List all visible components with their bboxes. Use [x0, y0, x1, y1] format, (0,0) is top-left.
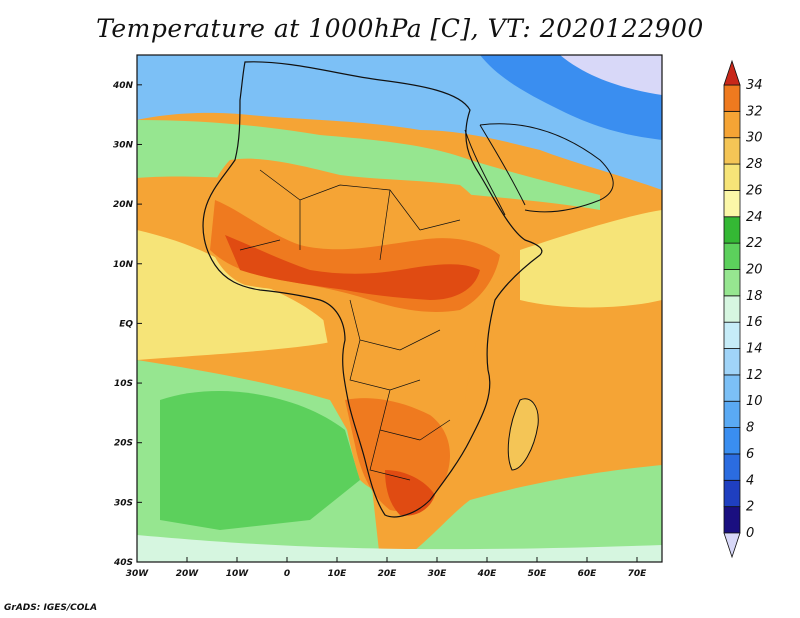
- south-atlantic-green: [160, 391, 360, 530]
- map-title: Temperature at 1000hPa [C], VT: 20201229…: [96, 14, 704, 43]
- colorbar-segment: [723, 348, 741, 376]
- mountain-cold-patch: [560, 55, 662, 95]
- colorbar-segment: [723, 321, 741, 349]
- colorbar-above-triangle: [723, 59, 741, 86]
- colorbar-label: 4: [746, 473, 754, 488]
- indian-ocean-yellow: [520, 210, 662, 308]
- arabia-outline: [479, 123, 614, 213]
- colorbar-segment: [723, 163, 741, 191]
- colorbar-label: 12: [746, 368, 763, 383]
- lat-tick-label: 10S: [114, 379, 133, 389]
- red-sea-outline: [464, 124, 526, 216]
- colorbar-segment: [723, 374, 741, 402]
- lon-tick-label: 10W: [226, 569, 250, 579]
- africa-coastline: [202, 61, 543, 518]
- lon-tick-label: 20W: [176, 569, 200, 579]
- colorbar-segment: [723, 190, 741, 218]
- colorbar-segment: [723, 453, 741, 481]
- colorbar-segment: [723, 400, 741, 428]
- colorbar-segment: [723, 242, 741, 270]
- lon-tick-label: 30W: [126, 569, 150, 579]
- sahara-green-band: [137, 120, 600, 210]
- colorbar-label: 16: [746, 315, 763, 330]
- central-africa-hottest: [225, 235, 480, 300]
- lon-tick-label: 30E: [428, 569, 448, 579]
- colorbar-label: 30: [746, 131, 763, 146]
- colorbar-label: 20: [746, 262, 763, 277]
- colorbar-label: 0: [746, 526, 754, 541]
- lat-tick-label: 20S: [114, 439, 133, 449]
- lat-tick-label: 10N: [113, 260, 134, 270]
- lon-tick-label: 20E: [378, 569, 398, 579]
- colorbar-label: 10: [746, 394, 763, 409]
- lat-tick-label: EQ: [119, 319, 133, 329]
- colorbar-segment: [723, 506, 741, 534]
- southern-indian-green: [400, 465, 662, 562]
- colorbar-label: 32: [746, 104, 763, 119]
- colorbar-segment: [723, 295, 741, 323]
- lon-tick-label: 40E: [477, 569, 498, 579]
- colorbar-label: 2: [746, 500, 754, 515]
- colorbar-label: 6: [746, 447, 754, 462]
- colorbar-segment: [723, 84, 741, 112]
- colorbar-segment: [723, 479, 741, 508]
- madagascar-outline: [507, 398, 539, 471]
- colorbar-label: 34: [746, 78, 763, 93]
- lat-tick-label: 30S: [114, 498, 133, 508]
- lon-tick-label: 0: [284, 569, 290, 579]
- colorbar-segment: [723, 137, 741, 165]
- colorbar-label: 28: [746, 157, 763, 172]
- colorbar-segment: [723, 427, 741, 455]
- lat-tick-label: 30N: [113, 140, 134, 150]
- country-borders: [239, 169, 461, 481]
- lon-tick-label: 60E: [578, 569, 598, 579]
- madagascar-island: [508, 398, 539, 470]
- colorbar-label: 18: [746, 289, 763, 304]
- tropical-atlantic-yellow: [137, 230, 340, 360]
- lon-tick-label: 70E: [628, 569, 648, 579]
- lon-tick-label: 50E: [528, 569, 548, 579]
- lat-tick-label: 40N: [112, 81, 134, 91]
- colorbar-label: 26: [746, 183, 763, 198]
- colorbar-segment: [723, 216, 741, 244]
- colorbar-label: 14: [746, 342, 763, 357]
- kalahari-hottest: [385, 470, 435, 516]
- map-frame: [136, 54, 663, 563]
- map-plot-area: [137, 55, 662, 562]
- lat-tick-label: 20N: [113, 200, 134, 210]
- map-axis-ticks: 30W 20W 10W 0 10E 20E 30E 40E 50E 60E 70E 40N 30N 20N…: [112, 81, 647, 579]
- colorbar-segment: [723, 269, 741, 297]
- colorbar-label: 22: [746, 236, 763, 251]
- lat-tick-label: 40S: [113, 558, 133, 568]
- colorbar-label: 8: [746, 421, 754, 436]
- colorbar-label: 24: [746, 210, 763, 225]
- southern-cool-strip: [137, 535, 662, 562]
- credit-label: GrADS: IGES/COLA: [4, 603, 98, 613]
- colorbar-below-triangle: [723, 532, 741, 559]
- colorbar-segment: [723, 110, 741, 139]
- lon-tick-label: 10E: [328, 569, 348, 579]
